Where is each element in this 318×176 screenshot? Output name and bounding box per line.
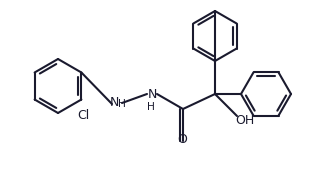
Text: H: H (118, 99, 126, 109)
Text: H: H (147, 102, 155, 112)
Text: N: N (147, 87, 157, 100)
Text: Cl: Cl (77, 108, 89, 121)
Text: OH: OH (235, 115, 255, 127)
Text: O: O (177, 133, 187, 146)
Text: N: N (109, 96, 119, 109)
